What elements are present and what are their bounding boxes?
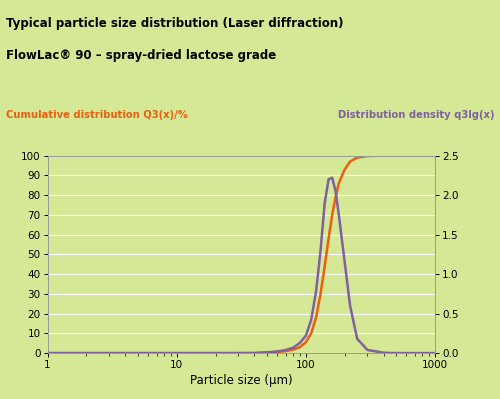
Text: Typical particle size distribution (Laser diffraction): Typical particle size distribution (Lase…: [6, 17, 344, 30]
X-axis label: Particle size (µm): Particle size (µm): [190, 374, 292, 387]
Text: Cumulative distribution Q3(x)/%: Cumulative distribution Q3(x)/%: [6, 110, 188, 120]
Text: Distribution density q3lg(x): Distribution density q3lg(x): [338, 110, 494, 120]
Text: FlowLac® 90 – spray-dried lactose grade: FlowLac® 90 – spray-dried lactose grade: [6, 49, 276, 62]
